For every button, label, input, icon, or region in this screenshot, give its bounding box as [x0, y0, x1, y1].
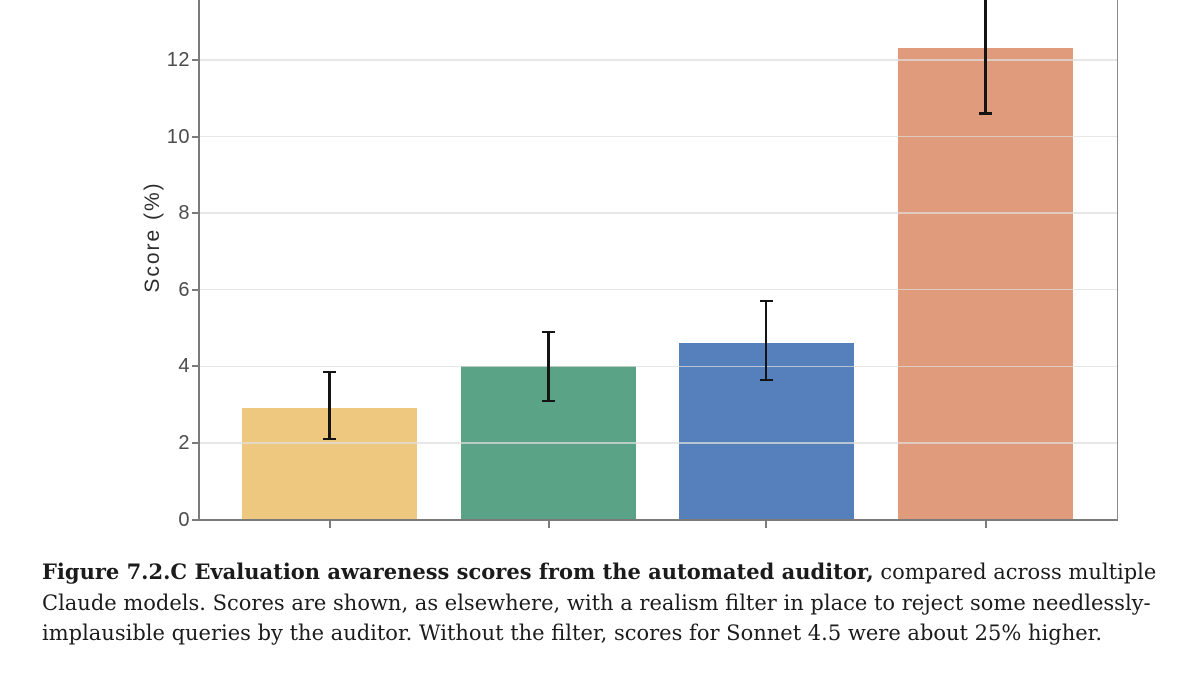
y-tick-0 — [192, 518, 199, 521]
error-bar-4-cap-low — [979, 112, 992, 115]
error-bar-3 — [764, 301, 768, 380]
y-axis-spine — [198, 0, 200, 521]
caption-bold-lead: Figure 7.2.C Evaluation awareness scores… — [42, 559, 874, 584]
figure-caption: Figure 7.2.C Evaluation awareness scores… — [42, 557, 1182, 649]
y-tick-8 — [192, 212, 199, 215]
y-tick-label-2: 2 — [178, 431, 190, 454]
bar-chart: Score (%) 0 2 4 6 8 10 12 — [141, 0, 1118, 531]
x-tick-2 — [547, 521, 550, 528]
error-bar-1-cap-high — [323, 370, 336, 374]
x-tick-4 — [984, 521, 987, 528]
error-bar-2-cap-low — [542, 399, 555, 402]
error-bar-3-cap-low — [759, 378, 773, 381]
error-bar-1-cap-low — [323, 437, 336, 441]
gridline-y4 — [200, 365, 1117, 368]
gridline-y2 — [200, 442, 1117, 444]
error-bar-1 — [328, 372, 331, 440]
y-tick-4 — [192, 365, 199, 368]
x-axis-spine — [198, 519, 1118, 521]
y-tick-6 — [192, 288, 199, 291]
caption-body: compared across multiple Claude models. … — [42, 560, 1157, 645]
gridline-y12 — [200, 59, 1117, 61]
gridline-y8 — [200, 212, 1117, 214]
gridline-y10 — [200, 135, 1117, 138]
x-tick-3 — [765, 521, 767, 528]
y-tick-label-6: 6 — [178, 278, 190, 301]
error-bar-2 — [547, 331, 550, 401]
right-spine — [1116, 0, 1118, 521]
error-bar-4 — [984, 0, 987, 114]
y-tick-label-8: 8 — [178, 202, 190, 225]
error-bar-2-cap-high — [542, 330, 555, 334]
error-bar-3-cap-high — [759, 299, 773, 303]
y-tick-10 — [192, 135, 199, 138]
y-tick-label-12: 12 — [166, 48, 190, 71]
x-tick-1 — [328, 521, 331, 528]
y-tick-2 — [192, 441, 199, 444]
y-tick-12 — [192, 58, 199, 61]
y-tick-label-10: 10 — [166, 125, 190, 148]
plot-area: 0 2 4 6 8 10 12 — [166, 0, 1118, 531]
gridline-y6 — [200, 288, 1117, 291]
y-tick-label-0: 0 — [178, 508, 190, 531]
y-tick-label-4: 4 — [178, 355, 190, 378]
bar-4 — [898, 48, 1073, 520]
